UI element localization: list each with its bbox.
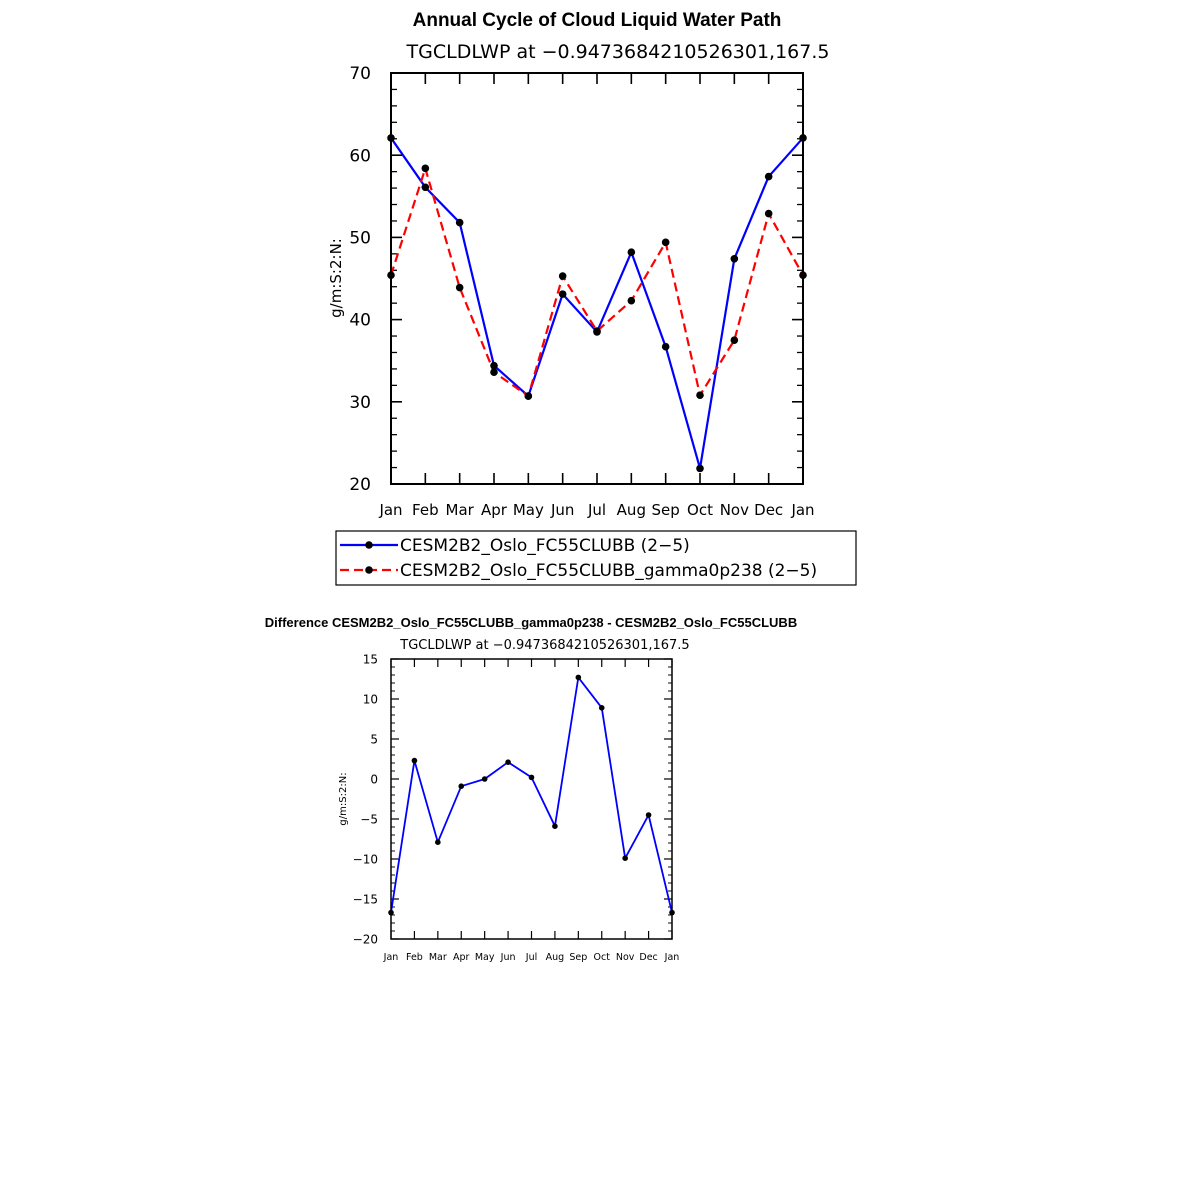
data-point-series-2 bbox=[490, 368, 498, 377]
data-point-series-1 bbox=[435, 839, 441, 845]
chart1-ticks: 20 30 40 50 60 70 Jan Feb Mar Apr May Jun Jul Aug Sep O… bbox=[349, 64, 814, 519]
chart2-subtitle: TGCLDLWP at −0.9473684210526301,167.5 bbox=[399, 638, 689, 653]
y-tick-label: 20 bbox=[349, 475, 371, 495]
x-tick-label: Apr bbox=[453, 952, 470, 963]
chart2-plot-frame bbox=[390, 658, 673, 940]
legend-box bbox=[335, 530, 857, 586]
y-tick-label: −5 bbox=[360, 812, 378, 826]
y-tick-label: 60 bbox=[349, 146, 371, 166]
data-point-series-2 bbox=[764, 209, 773, 218]
data-point-series-1 bbox=[481, 776, 488, 782]
legend-label-series-2: CESM2B2_Oslo_FC55CLUBB_gamma0p238 (2−5) bbox=[400, 561, 817, 581]
data-point-series-1 bbox=[505, 759, 511, 765]
chart1-series bbox=[387, 134, 807, 473]
y-tick-label: 30 bbox=[349, 393, 371, 413]
y-tick-label: 50 bbox=[349, 229, 371, 249]
data-point-series-1 bbox=[490, 361, 498, 370]
data-point-series-1 bbox=[558, 290, 567, 298]
legend-item-series-1: CESM2B2_Oslo_FC55CLUBB (2−5) bbox=[340, 536, 690, 556]
data-point-series-1 bbox=[622, 855, 628, 861]
y-tick-label: 5 bbox=[370, 732, 378, 746]
y-tick-label: −10 bbox=[353, 852, 378, 866]
data-point-series-2 bbox=[696, 391, 704, 400]
x-tick-label: Dec bbox=[639, 952, 657, 963]
x-tick-label: Oct bbox=[594, 952, 611, 963]
data-point-series-2 bbox=[627, 296, 636, 305]
data-point-series-1 bbox=[421, 183, 430, 192]
chart1-title: Annual Cycle of Cloud Liquid Water Path bbox=[413, 10, 782, 31]
data-point-series-2 bbox=[421, 164, 430, 173]
x-tick-label: Aug bbox=[617, 501, 646, 519]
data-point-series-1 bbox=[528, 774, 535, 781]
x-tick-label: Jul bbox=[525, 952, 537, 963]
data-point-series-1 bbox=[627, 248, 636, 256]
x-tick-label: Jan bbox=[790, 501, 814, 519]
legend-marker-series-2 bbox=[365, 566, 373, 574]
data-point-series-1 bbox=[575, 674, 582, 681]
x-tick-label: Jun bbox=[500, 952, 516, 963]
chart1-ylabel: g/m:S:2:N: bbox=[327, 238, 345, 318]
data-point-series-1 bbox=[661, 342, 670, 351]
y-tick-label: 40 bbox=[349, 311, 371, 331]
data-point-series-1 bbox=[458, 783, 465, 789]
x-tick-label: Sep bbox=[569, 952, 587, 963]
data-point-series-2 bbox=[455, 283, 464, 292]
y-tick-label: 0 bbox=[370, 772, 378, 786]
data-point-series-2 bbox=[730, 336, 739, 344]
data-point-series-1 bbox=[645, 812, 652, 818]
x-tick-label: Jan bbox=[378, 501, 402, 519]
data-point-series-1 bbox=[764, 172, 773, 181]
data-point-series-1 bbox=[730, 254, 739, 263]
data-point-series-1 bbox=[455, 218, 464, 227]
x-tick-label: Mar bbox=[429, 952, 447, 963]
legend-marker-series-1 bbox=[365, 541, 373, 549]
x-tick-label: Sep bbox=[652, 501, 680, 519]
chart1-subtitle: TGCLDLWP at −0.9473684210526301,167.5 bbox=[406, 41, 830, 63]
y-tick-label: 10 bbox=[363, 692, 378, 706]
chart2-title: Difference CESM2B2_Oslo_FC55CLUBB_gamma0… bbox=[265, 615, 797, 630]
x-tick-label: Jan bbox=[383, 952, 399, 963]
chart2-series bbox=[388, 674, 675, 916]
x-tick-label: Mar bbox=[446, 501, 475, 519]
annual-cycle-chart: Annual Cycle of Cloud Liquid Water Path … bbox=[327, 10, 857, 586]
x-tick-label: Dec bbox=[754, 501, 783, 519]
difference-chart: Difference CESM2B2_Oslo_FC55CLUBB_gamma0… bbox=[265, 615, 797, 963]
x-tick-label: May bbox=[513, 501, 544, 519]
y-tick-label: 15 bbox=[363, 652, 378, 666]
data-point-series-2 bbox=[593, 327, 601, 335]
x-tick-label: Nov bbox=[720, 501, 749, 519]
x-tick-label: Nov bbox=[616, 952, 635, 963]
x-tick-label: Feb bbox=[412, 501, 439, 519]
x-tick-label: Jul bbox=[587, 501, 606, 519]
x-tick-label: Oct bbox=[687, 501, 713, 519]
y-tick-label: 70 bbox=[349, 64, 371, 84]
legend-item-series-2: CESM2B2_Oslo_FC55CLUBB_gamma0p238 (2−5) bbox=[340, 561, 817, 581]
x-tick-label: Feb bbox=[406, 952, 423, 963]
data-point-series-1 bbox=[598, 705, 605, 711]
legend-label-series-1: CESM2B2_Oslo_FC55CLUBB (2−5) bbox=[400, 536, 690, 556]
chart1-legend: CESM2B2_Oslo_FC55CLUBB (2−5) CESM2B2_Osl… bbox=[335, 530, 857, 586]
y-tick-label: −15 bbox=[353, 892, 378, 906]
data-point-series-2 bbox=[558, 272, 567, 280]
x-tick-label: Apr bbox=[481, 501, 508, 519]
x-tick-label: Jan bbox=[664, 952, 680, 963]
x-tick-label: Aug bbox=[546, 952, 565, 963]
data-point-series-2 bbox=[661, 238, 670, 247]
x-tick-label: Jun bbox=[550, 501, 574, 519]
data-point-series-2 bbox=[524, 392, 533, 400]
data-point-series-1 bbox=[552, 823, 558, 829]
chart2-ylabel: g/m:S:2:N: bbox=[338, 772, 349, 825]
chart1-plot-frame bbox=[390, 72, 804, 485]
x-tick-label: May bbox=[475, 952, 495, 963]
data-point-series-1 bbox=[411, 757, 418, 764]
data-point-series-1 bbox=[696, 464, 704, 473]
y-tick-label: −20 bbox=[353, 932, 378, 946]
